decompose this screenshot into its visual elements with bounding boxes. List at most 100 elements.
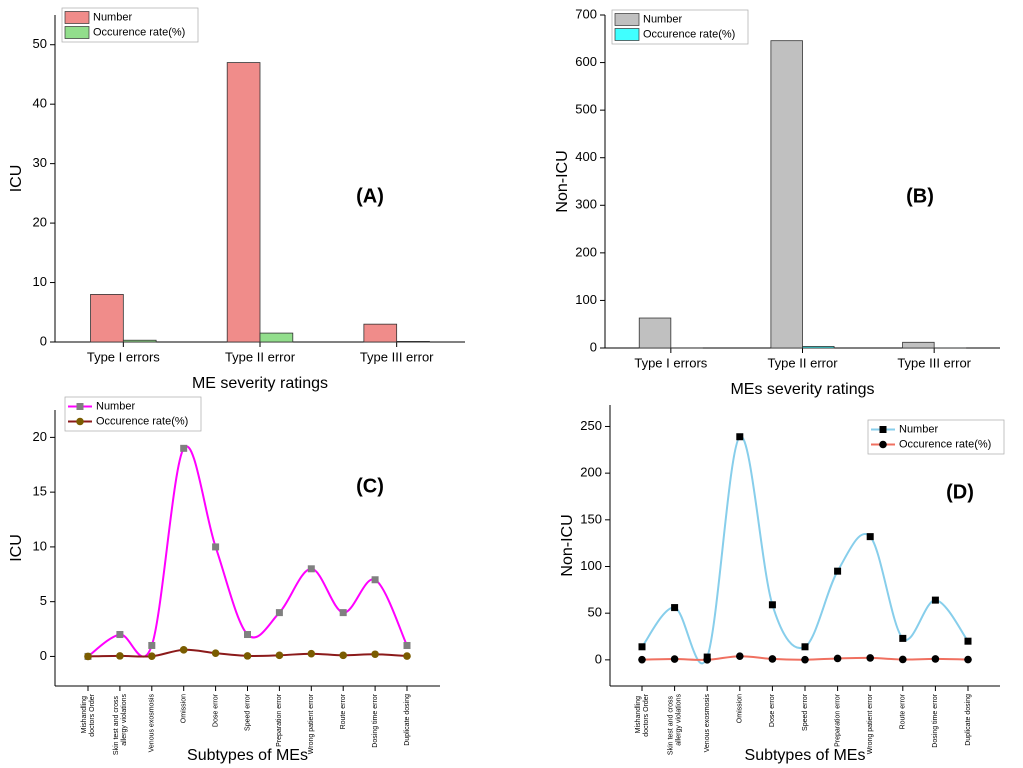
y-tick-label: 5 [40,593,47,608]
x-tick-label: Wrong patient error [308,693,315,754]
point [670,655,679,663]
point [964,655,972,664]
point [212,543,220,551]
x-tick-label: Route error [340,693,347,729]
point [307,649,316,658]
legend-label: Number [643,13,682,25]
point [899,634,907,642]
point [371,650,379,659]
point [116,652,124,660]
x-tick-label: Venous exosmosis [149,694,156,753]
x-tick-label: Omission [737,694,744,723]
y-tick-label: 700 [575,6,597,21]
series-line [641,435,969,665]
y-tick-label: 10 [33,274,47,289]
bar [90,294,124,343]
point [866,654,874,662]
panel-annotation: (C) [356,475,384,497]
panel-annotation: (A) [356,185,384,207]
y-tick-label: 0 [590,339,597,354]
y-tick-label: 150 [580,511,602,526]
legend-marker [879,426,887,433]
legend-marker [76,403,84,410]
x-tick-label: Route error [900,693,907,729]
point [116,631,124,639]
y-tick-label: 500 [575,102,597,117]
x-tick-label: Type III error [360,349,434,364]
point [638,643,646,651]
y-tick-label: 0 [40,648,47,663]
x-tick-label: Type II error [767,355,838,370]
y-tick-label: 10 [33,538,47,553]
point [866,533,874,541]
x-axis-label: Subtypes of MEs [187,747,308,764]
point [307,565,315,573]
point [244,631,251,639]
point [371,576,379,584]
x-tick-label: Dose error [212,693,219,727]
legend-swatch [64,26,90,39]
y-tick-label: 15 [33,484,47,499]
bar [396,341,430,343]
point [671,604,679,612]
x-tick-label: Dosing time error [932,693,939,747]
y-tick-label: 400 [575,149,597,164]
legend-swatch [614,28,640,41]
x-tick-label: Wrong patient error [867,693,874,754]
point [243,652,252,660]
x-tick-label: Type III error [897,355,971,370]
y-tick-label: 0 [40,333,47,348]
x-axis-label: ME severity ratings [192,375,328,392]
point [768,655,777,663]
legend-label: Occurence rate(%) [643,28,735,40]
x-tick-label: Skin test and cross allergy violations [667,694,682,756]
y-tick-label: 30 [33,155,47,170]
legend-swatch [64,11,90,24]
point [801,643,809,651]
legend-label: Number [96,400,135,412]
legend-label: Occurence rate(%) [96,415,188,427]
y-tick-label: 50 [33,36,47,51]
y-tick-label: 20 [33,215,47,230]
x-tick-label: Venous exosmosis [704,694,711,753]
y-tick-label: 50 [588,605,602,620]
x-tick-label: Preparation error [834,693,841,747]
x-tick-label: Duplicate dosing [404,694,411,746]
y-tick-label: 100 [575,292,597,307]
legend-swatch [614,13,640,26]
legend-box [867,419,1005,455]
x-tick-label: Omission [181,694,188,723]
bar [902,341,935,349]
x-tick-label: Speed error [802,693,809,731]
x-tick-label: Duplicate dosing [965,694,972,746]
point [736,652,744,661]
point [638,655,646,664]
bar [363,323,398,343]
y-axis-label: Non-ICU [559,514,576,576]
point [931,655,940,663]
point [275,609,283,617]
point [148,641,156,649]
x-tick-label: Speed error [244,693,251,731]
point [964,637,972,645]
bar [226,62,261,343]
point [275,651,284,660]
legend-marker [76,417,84,426]
legend-label: Occurence rate(%) [899,438,991,450]
x-tick-label: Type I errors [87,349,160,364]
point [833,654,842,663]
point [768,601,776,609]
point [84,652,92,661]
point [834,567,842,575]
bar [802,346,835,349]
y-tick-label: 40 [33,96,47,111]
point [148,652,156,661]
x-tick-label: Skin test and cross allergy violations [113,694,128,756]
x-tick-label: Mishandling doctors Order [635,693,650,736]
point [931,596,939,604]
bar [259,332,294,343]
series-line [87,445,408,658]
bar [770,40,803,349]
